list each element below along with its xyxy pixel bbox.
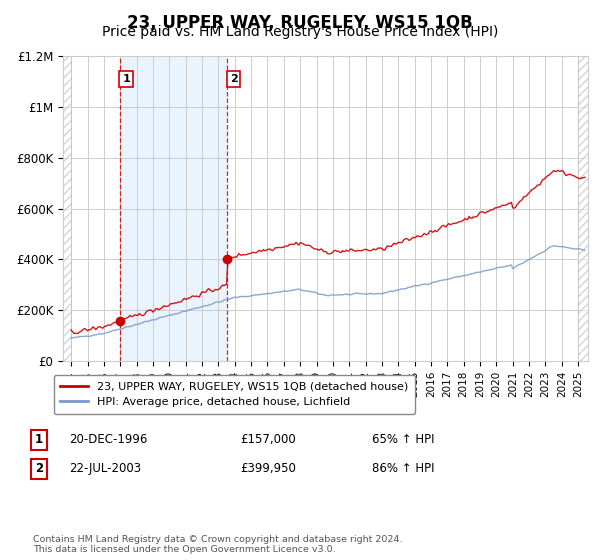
Text: £399,950: £399,950 [240,462,296,475]
Text: 23, UPPER WAY, RUGELEY, WS15 1QB: 23, UPPER WAY, RUGELEY, WS15 1QB [127,14,473,32]
Text: 1: 1 [122,74,130,84]
Text: 65% ↑ HPI: 65% ↑ HPI [372,433,434,446]
Text: 86% ↑ HPI: 86% ↑ HPI [372,462,434,475]
Text: Contains HM Land Registry data © Crown copyright and database right 2024.
This d: Contains HM Land Registry data © Crown c… [33,535,403,554]
Legend: 23, UPPER WAY, RUGELEY, WS15 1QB (detached house), HPI: Average price, detached : 23, UPPER WAY, RUGELEY, WS15 1QB (detach… [53,375,415,414]
Text: 20-DEC-1996: 20-DEC-1996 [69,433,148,446]
Bar [120,56,227,361]
Bar [578,56,588,361]
Text: Price paid vs. HM Land Registry's House Price Index (HPI): Price paid vs. HM Land Registry's House … [102,25,498,39]
Bar [63,56,71,361]
Text: £157,000: £157,000 [240,433,296,446]
Text: 2: 2 [35,462,43,475]
Text: 1: 1 [35,433,43,446]
Text: 2: 2 [230,74,238,84]
Text: 22-JUL-2003: 22-JUL-2003 [69,462,141,475]
